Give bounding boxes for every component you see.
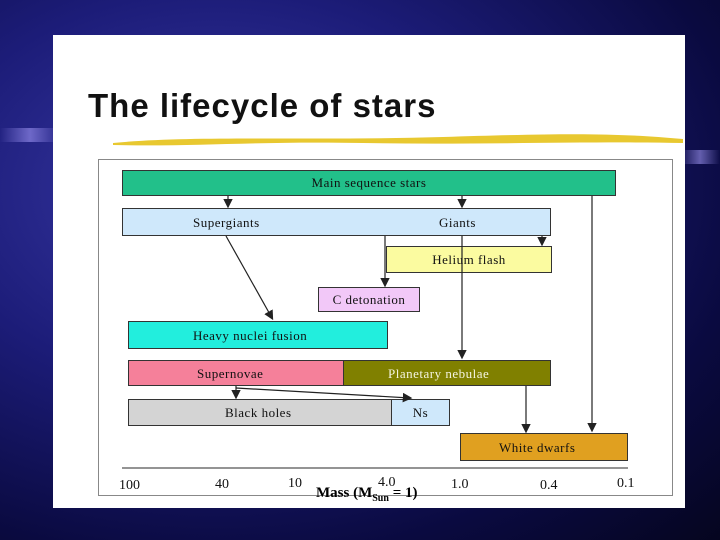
supergiants-label: Supergiants <box>193 215 260 230</box>
axis-title-end: = 1) <box>388 485 418 501</box>
c-detonation-label: C detonation <box>332 291 406 307</box>
planetary-nebulae-box: Planetary nebulae <box>343 360 551 386</box>
axis-tick: 40 <box>215 477 229 492</box>
axis-tick: 0.1 <box>617 476 635 491</box>
slide-title: The lifecycle of stars <box>88 87 437 124</box>
helium-flash-label: Helium flash <box>432 251 506 267</box>
main-sequence-box: Main sequence stars <box>122 170 616 196</box>
mass-axis-title: Mass (MSun = 1) <box>316 485 417 504</box>
background-streak <box>680 150 720 164</box>
slide: The lifecycle of stars <box>53 35 685 508</box>
axis-tick: 4.0 <box>378 475 396 490</box>
axis-title-main: Mass (M <box>316 485 373 501</box>
white-dwarfs-box: White dwarfs <box>460 433 628 461</box>
helium-flash-box: Helium flash <box>386 246 552 273</box>
white-dwarfs-label: White dwarfs <box>499 440 576 455</box>
main-sequence-label: Main sequence stars <box>311 175 427 190</box>
title-underline <box>113 134 683 146</box>
heavy-nuclei-fusion-label: Heavy nuclei fusion <box>193 328 308 343</box>
lifecycle-diagram <box>98 159 673 496</box>
axis-title-subscript: Sun <box>372 493 389 504</box>
axis-tick: 100 <box>119 478 140 493</box>
heavy-nuclei-fusion-box: Heavy nuclei fusion <box>128 321 388 349</box>
supernovae-box: Supernovae <box>128 360 344 386</box>
c-detonation-box: C detonation <box>318 287 420 312</box>
axis-tick: 0.4 <box>540 478 558 493</box>
axis-tick: 1.0 <box>451 477 469 492</box>
background-streak <box>0 128 60 142</box>
axis-tick: 10 <box>288 476 302 491</box>
supernovae-label: Supernovae <box>197 366 264 381</box>
planetary-nebulae-label: Planetary nebulae <box>388 366 490 381</box>
ns-label: Ns <box>412 404 429 420</box>
black-holes-box: Black holes <box>128 399 392 426</box>
giants-label: Giants <box>439 215 476 230</box>
ns-box: Ns <box>391 399 450 426</box>
black-holes-label: Black holes <box>225 405 292 420</box>
supergiants-giants-box: Supergiants Giants <box>122 208 551 236</box>
